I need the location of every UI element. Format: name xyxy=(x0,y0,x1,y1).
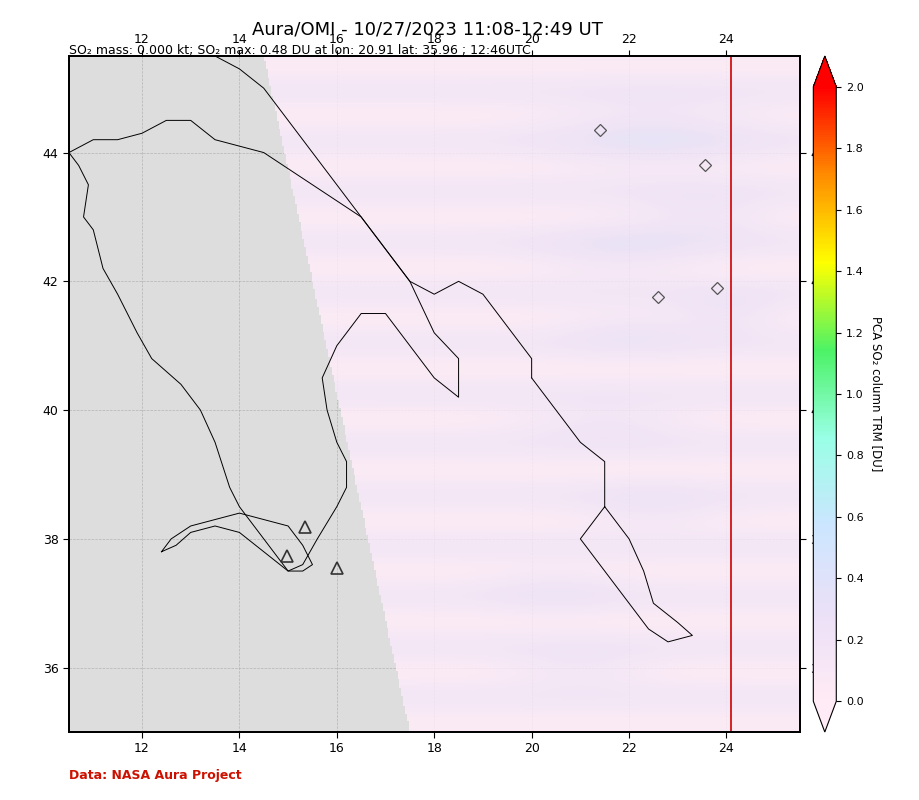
Y-axis label: PCA SO₂ column TRM [DU]: PCA SO₂ column TRM [DU] xyxy=(870,316,883,472)
Text: Aura/OMI - 10/27/2023 11:08-12:49 UT: Aura/OMI - 10/27/2023 11:08-12:49 UT xyxy=(252,20,603,38)
Text: SO₂ mass: 0.000 kt; SO₂ max: 0.48 DU at lon: 20.91 lat: 35.96 ; 12:46UTC: SO₂ mass: 0.000 kt; SO₂ max: 0.48 DU at … xyxy=(69,44,530,57)
Text: Data: NASA Aura Project: Data: NASA Aura Project xyxy=(69,770,242,782)
PathPatch shape xyxy=(813,702,836,732)
PathPatch shape xyxy=(813,56,836,86)
